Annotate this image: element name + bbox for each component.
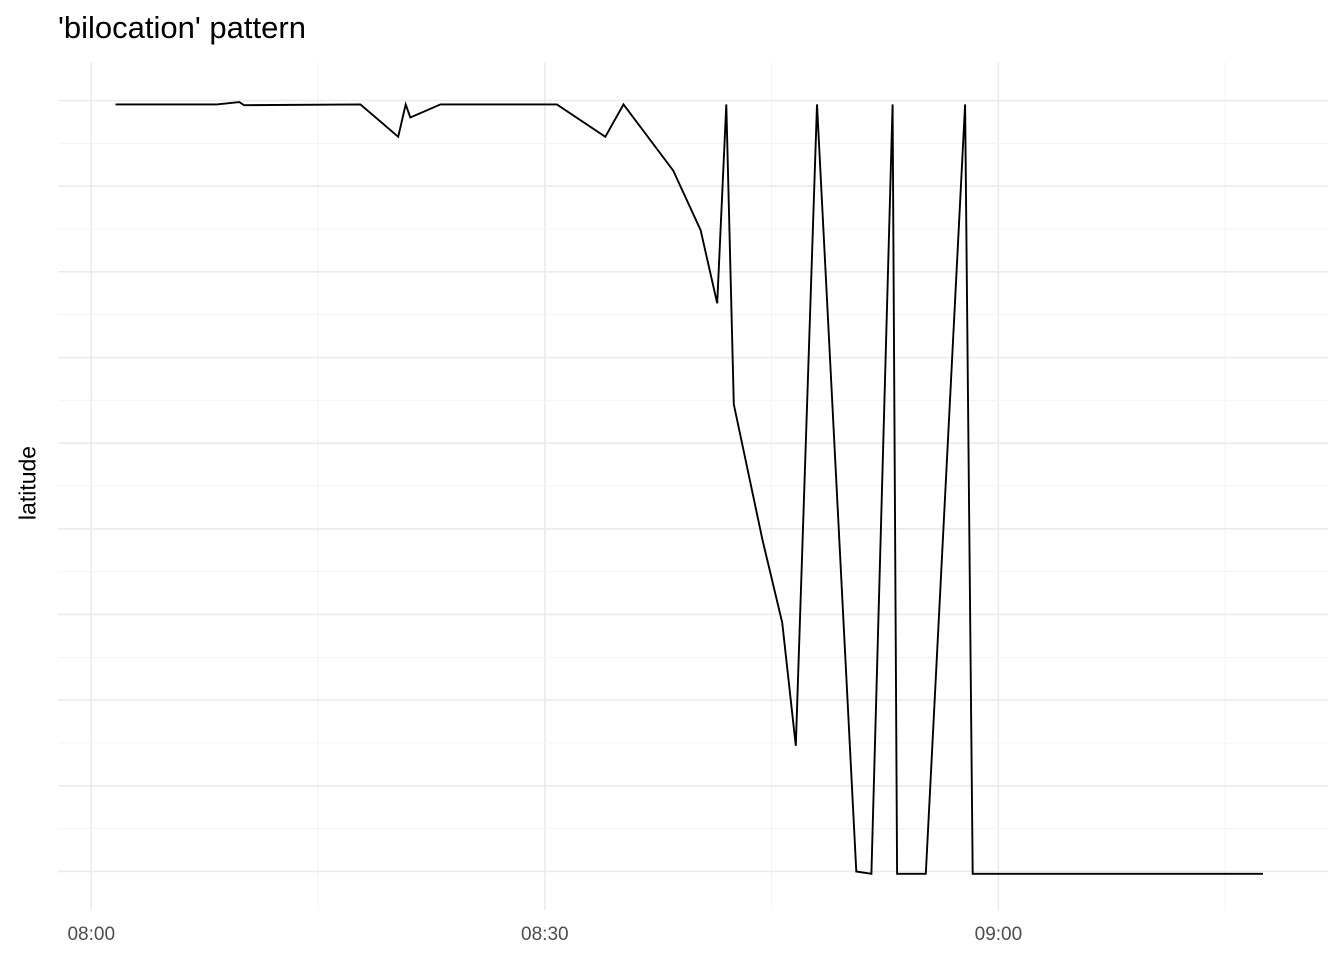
chart-title: 'bilocation' pattern — [58, 10, 306, 45]
series-line — [115, 100, 1263, 875]
x-tick-label: 08:00 — [67, 924, 115, 945]
y-gridlines — [58, 99, 1328, 873]
x-tick-labels: 08:00 08:30 09:00 — [67, 924, 1022, 945]
x-tick-label: 09:00 — [975, 924, 1023, 945]
x-tick-label: 08:30 — [521, 924, 569, 945]
data-series — [115, 100, 1263, 875]
